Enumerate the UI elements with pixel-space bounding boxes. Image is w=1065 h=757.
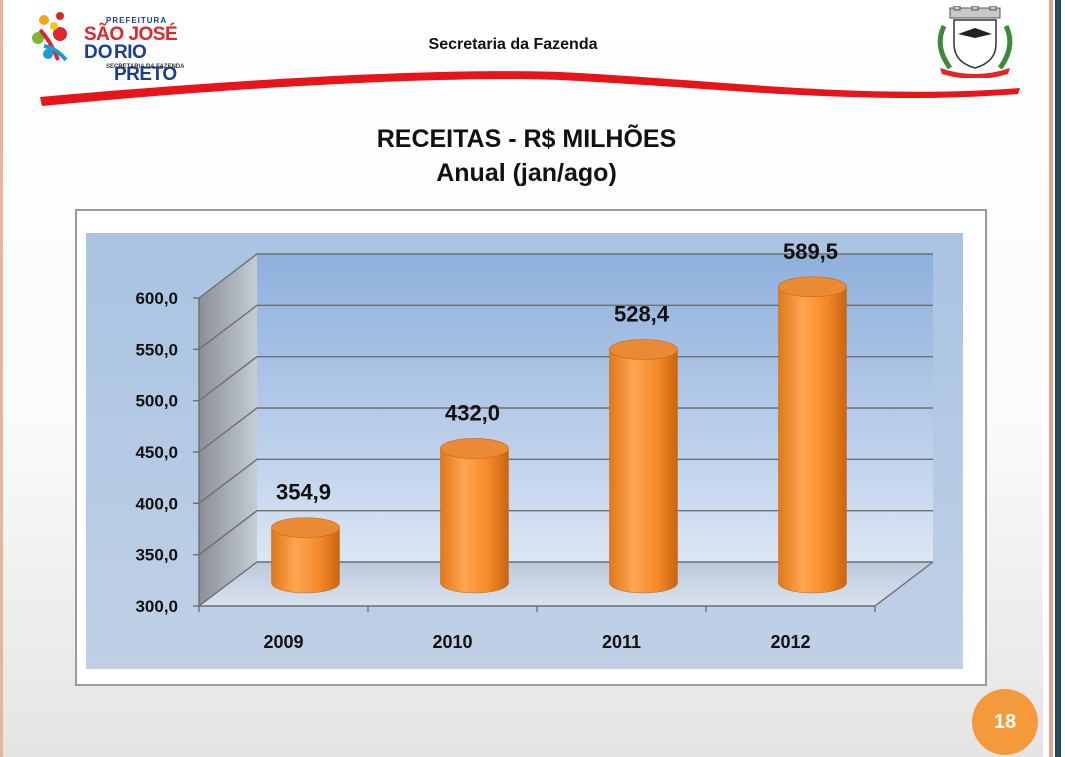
y-tick-label: 600,0: [135, 289, 178, 308]
logo-city-line1: SÃO JOSÉ: [84, 24, 178, 45]
data-label: 354,9: [276, 480, 331, 505]
x-tick-label: 2011: [602, 632, 641, 652]
x-tick-label: 2012: [770, 632, 810, 652]
left-edge-stripe: [0, 0, 3, 757]
bar-top: [609, 339, 678, 360]
flower-logo-icon: [32, 12, 68, 62]
header-title: Secretaria da Fazenda: [428, 36, 598, 53]
gridline: [198, 304, 933, 350]
logo-prefeitura-text: PREFEITURA: [106, 16, 168, 25]
data-label: 432,0: [445, 400, 500, 425]
header-swoosh: [40, 71, 1020, 106]
page-number-badge: 18: [972, 689, 1038, 755]
y-tick-label: 300,0: [135, 597, 178, 616]
y-tick-label: 450,0: [135, 443, 178, 462]
y-tick-label: 500,0: [135, 392, 178, 411]
gridline: [198, 458, 933, 504]
y-tick-label: 350,0: [135, 546, 178, 565]
bar-top: [440, 438, 509, 459]
y-tick-label: 400,0: [135, 494, 178, 513]
chart-title-line2: Anual (jan/ago): [436, 159, 617, 187]
gridline: [198, 253, 933, 299]
bar: [271, 527, 340, 594]
chart-title: RECEITAS - R$ MILHÕES Anual (jan/ago): [0, 122, 1053, 190]
x-axis-depth-line: [874, 561, 934, 607]
gridline: [198, 355, 933, 402]
chart-title-line1: RECEITAS - R$ MILHÕES: [376, 125, 677, 153]
gridline: [198, 509, 933, 556]
coat-of-arms-icon: [937, 6, 1013, 78]
prefeitura-logo: PREFEITURA SÃO JOSÉ DO RIO PRETO SECRETA…: [30, 10, 210, 85]
logo-secretaria-text: SECRETARIA DA FAZENDA: [106, 64, 185, 70]
data-label: 528,4: [614, 302, 670, 327]
gridline: [198, 407, 933, 453]
x-tick-label: 2010: [432, 632, 472, 652]
right-decorative-band: [1043, 0, 1065, 757]
bar-top: [778, 276, 847, 298]
logo-city-line2a: DO: [84, 42, 113, 63]
x-tick-label: 2009: [263, 632, 303, 652]
bar: [609, 349, 678, 594]
bar: [778, 286, 847, 594]
bar-top: [271, 517, 340, 538]
data-label: 589,5: [783, 239, 838, 264]
chart-floor: [199, 562, 933, 606]
gridline: [198, 561, 933, 607]
y-tick-label: 550,0: [135, 340, 178, 359]
bar: [440, 448, 509, 594]
logo-city-line2b: RIO PRETO: [114, 42, 177, 85]
